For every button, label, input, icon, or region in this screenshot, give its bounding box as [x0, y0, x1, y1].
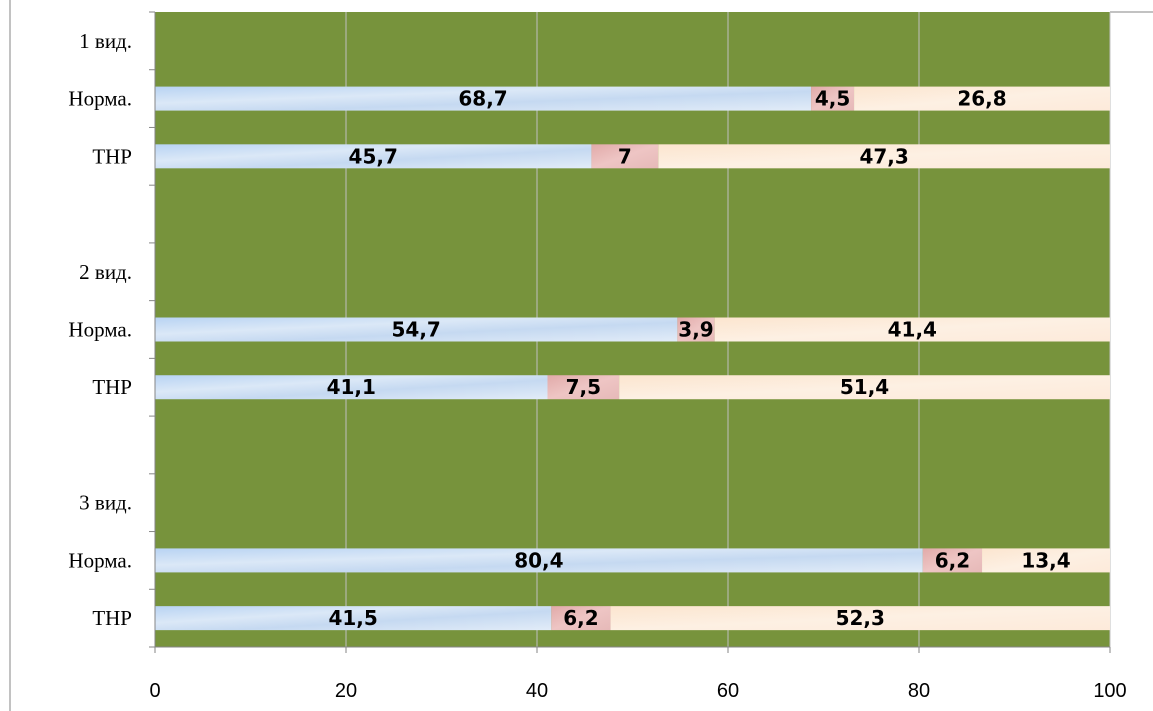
data-label: 47,3 — [859, 144, 908, 168]
bar-segment — [922, 548, 983, 573]
bar-segment — [551, 606, 611, 631]
category-label: 3 вид. — [79, 491, 132, 515]
data-label: 7 — [618, 144, 632, 168]
x-tick-label: 80 — [908, 680, 930, 702]
x-tick-label: 60 — [717, 680, 739, 702]
data-label: 7,5 — [566, 375, 601, 399]
data-label: 41,1 — [327, 375, 376, 399]
data-label: 26,8 — [957, 87, 1006, 111]
data-label: 80,4 — [514, 548, 563, 572]
data-label: 13,4 — [1021, 548, 1070, 572]
data-label: 51,4 — [840, 375, 889, 399]
bar-segment — [155, 375, 548, 400]
x-tick-label: 100 — [1093, 680, 1126, 702]
data-label: 3,9 — [678, 318, 713, 342]
category-label: 2 вид. — [79, 260, 132, 284]
data-label: 4,5 — [815, 87, 850, 111]
bar-segment — [155, 606, 552, 631]
data-label: 41,4 — [888, 318, 937, 342]
category-label: Норма. — [68, 87, 132, 111]
bar-segment — [619, 375, 1110, 400]
category-label: ТНР — [92, 144, 132, 168]
data-labels: 68,7 4,5 26,8 45,7 7 47,3 54,7 3,9 41,4 41,1 7,5 51… — [327, 87, 1071, 631]
bar-segment — [155, 86, 812, 111]
data-label: 41,5 — [328, 606, 377, 630]
bar-segment — [155, 548, 923, 573]
category-label: ТНР — [92, 375, 132, 399]
category-label: Норма. — [68, 318, 132, 342]
data-label: 68,7 — [458, 87, 507, 111]
category-label: 1 вид. — [79, 29, 132, 53]
category-label: ТНР — [92, 606, 132, 630]
bar-segment — [155, 317, 678, 342]
data-label: 45,7 — [349, 144, 398, 168]
data-label: 6,2 — [935, 548, 970, 572]
bar-segment — [982, 548, 1110, 573]
data-label: 52,3 — [836, 606, 885, 630]
bar-segment — [811, 86, 855, 111]
bar-segment — [714, 317, 1110, 342]
bar-segment — [155, 144, 592, 169]
bar-segment — [610, 606, 1110, 631]
x-tick-label: 0 — [149, 680, 160, 702]
bar-segment — [658, 144, 1110, 169]
data-label: 54,7 — [392, 318, 441, 342]
category-label: Норма. — [68, 548, 132, 572]
axes: 1 вид. Норма. ТНР 2 вид. Норма. ТНР 3 вид. Норм… — [68, 11, 1127, 702]
x-tick-label: 20 — [335, 680, 357, 702]
bars — [155, 86, 1110, 631]
bar-segment — [547, 375, 620, 400]
bar-segment — [591, 144, 659, 169]
data-label: 6,2 — [563, 606, 598, 630]
bar-segment — [677, 317, 715, 342]
x-tick-label: 40 — [526, 680, 548, 702]
bar-segment — [854, 86, 1110, 111]
